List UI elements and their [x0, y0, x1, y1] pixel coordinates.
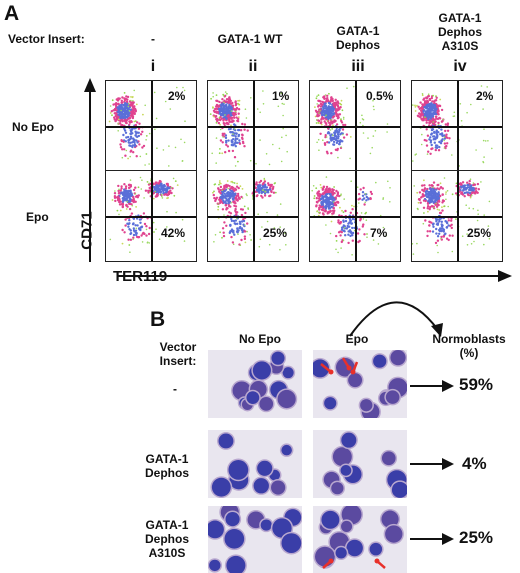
row-insert-3: GATA-1 Dephos A310S	[144, 518, 189, 560]
roman-iii: iii	[351, 58, 365, 75]
vector-insert-label-a: Vector Insert:	[8, 32, 85, 46]
col-insert-iii: GATA-1 Dephos	[335, 24, 380, 52]
row-insert-1: -	[173, 382, 177, 396]
dot-cloud	[412, 85, 493, 167]
row-label-epo: Epo	[26, 210, 49, 224]
micrograph-row3-epo	[313, 506, 407, 573]
normoblast-pct-row3: 25%	[459, 528, 494, 547]
cell-image	[313, 350, 407, 418]
flow-panel-i-epo: 42%	[105, 170, 197, 262]
percent-label: 0.5%	[366, 89, 394, 103]
cell-image	[231, 350, 298, 413]
flow-panel-ii-no-epo: 1%	[207, 80, 299, 172]
col-header-epo: Epo	[345, 332, 369, 346]
cell-image	[322, 431, 407, 498]
panel-a-letter: A	[4, 2, 20, 25]
percent-label: 42%	[161, 226, 186, 240]
micrograph-row3-no-epo	[208, 506, 302, 573]
percent-label: 7%	[370, 226, 388, 240]
dot-cloud	[108, 86, 186, 167]
x-axis-label: TER119	[113, 268, 168, 285]
dot-cloud	[209, 90, 288, 167]
flow-panel-i-no-epo: 2%	[105, 80, 197, 172]
cell-image	[313, 506, 404, 569]
col-header-normoblasts: Normoblasts (%)	[432, 332, 506, 360]
row-insert-2: GATA-1 Dephos	[144, 452, 189, 480]
flow-panel-iii-epo: 7%	[309, 170, 401, 262]
percent-label: 2%	[476, 89, 494, 103]
normoblast-pct-row2: 4%	[462, 454, 487, 473]
roman-i: i	[150, 58, 156, 75]
row-label-no-epo: No Epo	[12, 120, 54, 134]
normoblast-pct-row1: 59%	[459, 375, 494, 394]
roman-iv: iv	[453, 58, 467, 75]
percent-label: 25%	[263, 226, 288, 240]
flow-panel-ii-epo: 25%	[207, 170, 299, 262]
panel-b-letter: B	[150, 308, 166, 331]
cell-image	[208, 506, 302, 573]
dot-cloud	[412, 177, 491, 255]
micrograph-row2-epo	[313, 430, 407, 498]
micrograph-row1-epo	[313, 350, 407, 418]
percent-label: 2%	[168, 89, 186, 103]
col-insert-ii: GATA-1 WT	[217, 32, 283, 46]
percent-label: 1%	[272, 89, 290, 103]
col-insert-i: -	[151, 32, 155, 46]
y-axis-label: CD71	[78, 211, 96, 250]
percent-label: 25%	[467, 226, 492, 240]
micrograph-row1-no-epo	[208, 350, 302, 418]
micrograph-row2-no-epo	[208, 430, 302, 498]
flow-panel-iv-epo: 25%	[411, 170, 503, 262]
roman-ii: ii	[248, 58, 258, 75]
col-insert-iv: GATA-1 Dephos A310S	[437, 11, 482, 53]
col-header-no-epo: No Epo	[239, 332, 281, 346]
flow-panel-iv-no-epo: 2%	[411, 80, 503, 172]
cell-image	[210, 432, 294, 498]
dot-cloud	[314, 85, 389, 160]
vector-insert-label-b: Vector Insert:	[159, 340, 197, 368]
flow-panel-iii-no-epo: 0.5%	[309, 80, 401, 172]
